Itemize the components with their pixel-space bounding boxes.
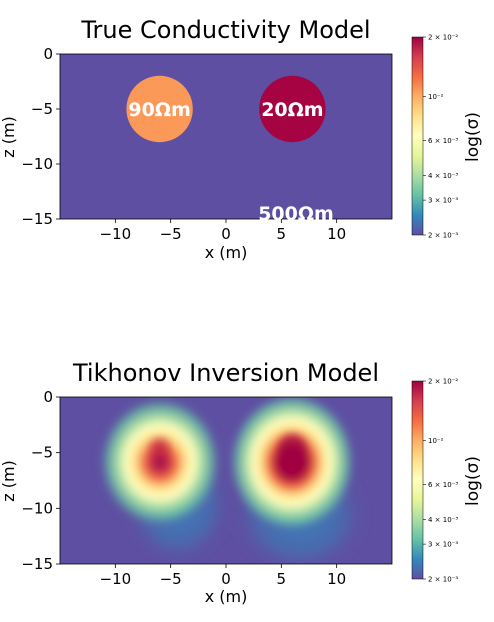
inversion-model-y-label: z (m): [0, 460, 18, 502]
background-label: 500Ωm: [258, 203, 334, 225]
true-model-colorbar-tick-label: 2 × 10⁻²: [428, 34, 458, 42]
true-model-colorbar-label: log(σ): [463, 112, 483, 162]
inversion-model-colorbar-tick-label: 2 × 10⁻²: [428, 378, 458, 386]
inversion-model-y-tick-label: −5: [31, 444, 53, 462]
inversion-model-x-tick-label: −10: [100, 570, 132, 588]
anomaly-label-20ohm: 20Ωm: [261, 99, 323, 121]
inversion-model-x-tick-label: 10: [327, 570, 346, 588]
true-model-colorbar-bar: [411, 36, 424, 236]
inversion-model-colorbar-bar: [411, 380, 424, 580]
true-model-x-tick-label: 5: [277, 225, 287, 243]
anomaly-20ohm: [259, 75, 326, 143]
inversion-model-colorbar-tick-label: 4 × 10⁻³: [428, 516, 458, 524]
true-model-x-tick-label: 10: [327, 225, 346, 243]
true-model-background: [60, 54, 392, 219]
true-model-x-ticks: −10 −5 0 5 10: [100, 219, 346, 243]
true-model-title: True Conductivity Model: [80, 16, 370, 44]
inversion-model-colorbar-tick-label: 6 × 10⁻³: [428, 481, 458, 489]
true-model-y-tick-label: 0: [43, 45, 53, 63]
true-model-x-tick-label: −10: [100, 225, 132, 243]
inversion-model-x-ticks: −10 −5 0 5 10: [100, 564, 346, 588]
inversion-model-y-tick-label: 0: [43, 388, 53, 406]
true-model-colorbar-tick-label: 10⁻²: [428, 93, 444, 101]
true-model-y-tick-label: −5: [31, 100, 53, 118]
inversion-model-title: Tikhonov Inversion Model: [72, 359, 379, 387]
inversion-model-colorbar: 2 × 10⁻² 10⁻² 6 × 10⁻³ 4 × 10⁻³ 3 × 10⁻³ 2 × …: [411, 378, 483, 584]
true-model-y-tick-label: −15: [21, 210, 53, 228]
true-model-colorbar: 2 × 10⁻² 10⁻² 6 × 10⁻³ 4 × 10⁻³ 3 × 10⁻³ 2 × …: [411, 34, 483, 240]
true-model-colorbar-tick-label: 6 × 10⁻³: [428, 137, 458, 145]
true-model-heatmap: [60, 54, 392, 219]
true-model-panel: True Conductivity Model 90Ωm 20Ωm 500Ωm …: [0, 16, 483, 262]
inversion-model-colorbar-tick-label: 3 × 10⁻³: [428, 541, 458, 549]
inversion-model-x-label: x (m): [205, 587, 248, 606]
inversion-model-y-tick-label: −15: [21, 555, 53, 573]
inversion-model-x-tick-label: 0: [221, 570, 231, 588]
inversion-model-heatmap: [60, 397, 392, 564]
true-model-y-tick-label: −10: [21, 155, 53, 173]
true-model-colorbar-tick-label: 2 × 10⁻³: [428, 232, 458, 240]
inversion-model-colorbar-tick-label: 10⁻²: [428, 437, 444, 445]
anomaly-90ohm: [126, 75, 193, 143]
true-model-y-label: z (m): [0, 116, 18, 158]
inversion-model-colorbar-tick-label: 2 × 10⁻³: [428, 576, 458, 584]
true-model-colorbar-tick-label: 3 × 10⁻³: [428, 197, 458, 205]
true-model-colorbar-ticks: 2 × 10⁻² 10⁻² 6 × 10⁻³ 4 × 10⁻³ 3 × 10⁻³ 2 × …: [423, 34, 458, 240]
inversion-model-colorbar-ticks: 2 × 10⁻² 10⁻² 6 × 10⁻³ 4 × 10⁻³ 3 × 10⁻³ 2 × …: [423, 378, 458, 584]
inversion-model-panel: Tikhonov Inversion Model −10 −5 0 5 10 0−5−1…: [0, 359, 483, 606]
true-model-x-tick-label: −5: [160, 225, 182, 243]
inversion-model-x-tick-label: 5: [277, 570, 287, 588]
inversion-model-y-ticks: 0 −5 −10 −15: [21, 388, 60, 573]
anomaly-label-90ohm: 90Ωm: [128, 99, 190, 121]
inversion-peak-right: [279, 434, 306, 461]
true-model-x-tick-label: 0: [221, 225, 231, 243]
inversion-halo-right: [228, 397, 356, 532]
inversion-model-x-tick-label: −5: [160, 570, 182, 588]
true-model-x-label: x (m): [205, 243, 248, 262]
inversion-model-colorbar-label: log(σ): [463, 456, 483, 506]
inversion-model-y-tick-label: −10: [21, 499, 53, 517]
true-model-y-ticks: 0 −5 −10 −15: [21, 45, 60, 228]
inversion-peak-left: [150, 438, 169, 457]
inversion-halo-left: [98, 397, 222, 528]
true-model-colorbar-tick-label: 4 × 10⁻³: [428, 172, 458, 180]
